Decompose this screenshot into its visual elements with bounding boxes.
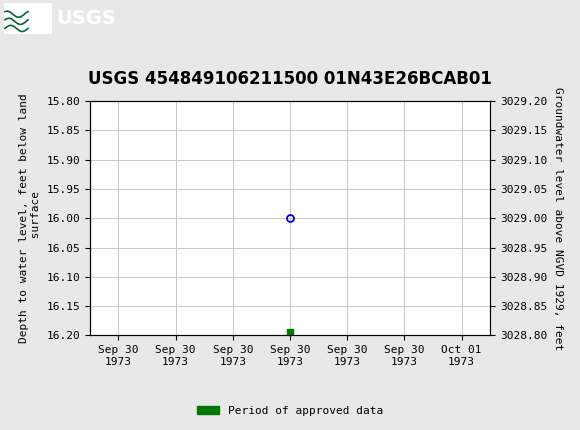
Bar — [4, 3, 52, 34]
Y-axis label: Groundwater level above NGVD 1929, feet: Groundwater level above NGVD 1929, feet — [553, 86, 563, 350]
Text: USGS: USGS — [56, 9, 116, 28]
Legend: Period of approved data: Period of approved data — [193, 401, 387, 420]
Text: USGS 454849106211500 01N43E26BCAB01: USGS 454849106211500 01N43E26BCAB01 — [88, 70, 492, 88]
Y-axis label: Depth to water level, feet below land
 surface: Depth to water level, feet below land su… — [19, 93, 41, 343]
